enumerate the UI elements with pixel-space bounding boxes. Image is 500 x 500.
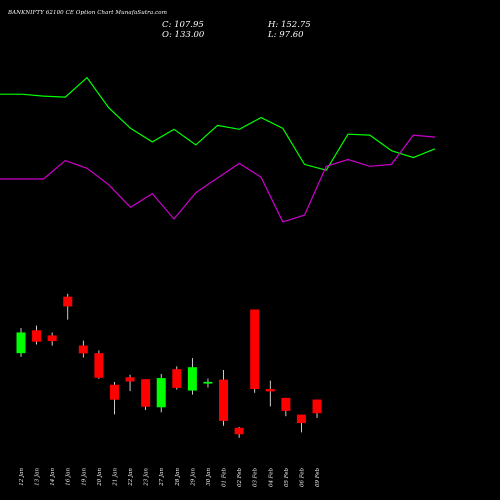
x-tick-label-12: 29 Jan (190, 468, 196, 487)
x-tick-label-7: 21 Jan (112, 468, 118, 487)
x-tick-label-18: 05 Feb (284, 468, 290, 488)
candle-body-17 (265, 389, 275, 392)
candle-body-4 (63, 296, 73, 307)
candle-body-6 (94, 353, 104, 378)
open-readout: O: 133.00 (162, 30, 205, 40)
x-tick-label-20: 09 Feb (315, 468, 321, 488)
x-tick-label-1: 12 Jan (19, 468, 25, 486)
candle-body-11 (172, 369, 182, 388)
candle-body-7 (109, 384, 119, 400)
high-readout: H: 152.75 (268, 20, 311, 30)
x-tick-label-3: 14 Jan (50, 468, 56, 486)
candle-body-18 (281, 397, 291, 411)
candle-body-12 (187, 367, 197, 391)
candle-body-8 (125, 377, 135, 382)
x-tick-label-10: 27 Jan (159, 468, 165, 487)
close-readout: C: 107.95 (162, 20, 204, 30)
x-tick-label-9: 23 Jan (144, 468, 150, 487)
x-tick-label-11: 28 Jan (175, 468, 181, 487)
x-tick-label-19: 06 Feb (299, 468, 305, 488)
candle-body-14 (219, 379, 229, 421)
chart-title: BANKNIFTY 62100 CE Option Chart MunafaSu… (8, 10, 168, 16)
x-tick-label-4: 16 Jan (66, 468, 72, 486)
candle-body-15 (234, 427, 244, 435)
candle-body-20 (312, 399, 322, 414)
x-tick-label-8: 22 Jan (128, 468, 134, 487)
candle-body-9 (141, 379, 151, 407)
low-readout: L: 97.60 (268, 30, 304, 40)
x-tick-label-16: 03 Feb (253, 468, 259, 488)
x-tick-label-14: 01 Feb (222, 468, 228, 488)
indicator-line-2 (0, 134, 436, 223)
x-tick-label-6: 20 Jan (97, 468, 103, 487)
x-tick-label-15: 02 Feb (237, 468, 243, 488)
x-tick-label-5: 19 Jan (81, 468, 87, 486)
indicator-line-1 (0, 76, 436, 171)
candle-body-19 (296, 414, 306, 424)
x-tick-label-13: 30 Jan (206, 468, 212, 486)
x-tick-label-2: 13 Jan (35, 468, 41, 486)
candle-body-10 (156, 378, 166, 408)
candle-body-5 (78, 345, 88, 354)
candle-body-13 (203, 381, 213, 384)
candle-body-3 (47, 335, 57, 342)
candle-body-2 (32, 330, 42, 342)
candle-body-1 (16, 332, 26, 354)
candle-body-16 (250, 309, 260, 390)
x-tick-label-17: 04 Feb (268, 468, 274, 488)
